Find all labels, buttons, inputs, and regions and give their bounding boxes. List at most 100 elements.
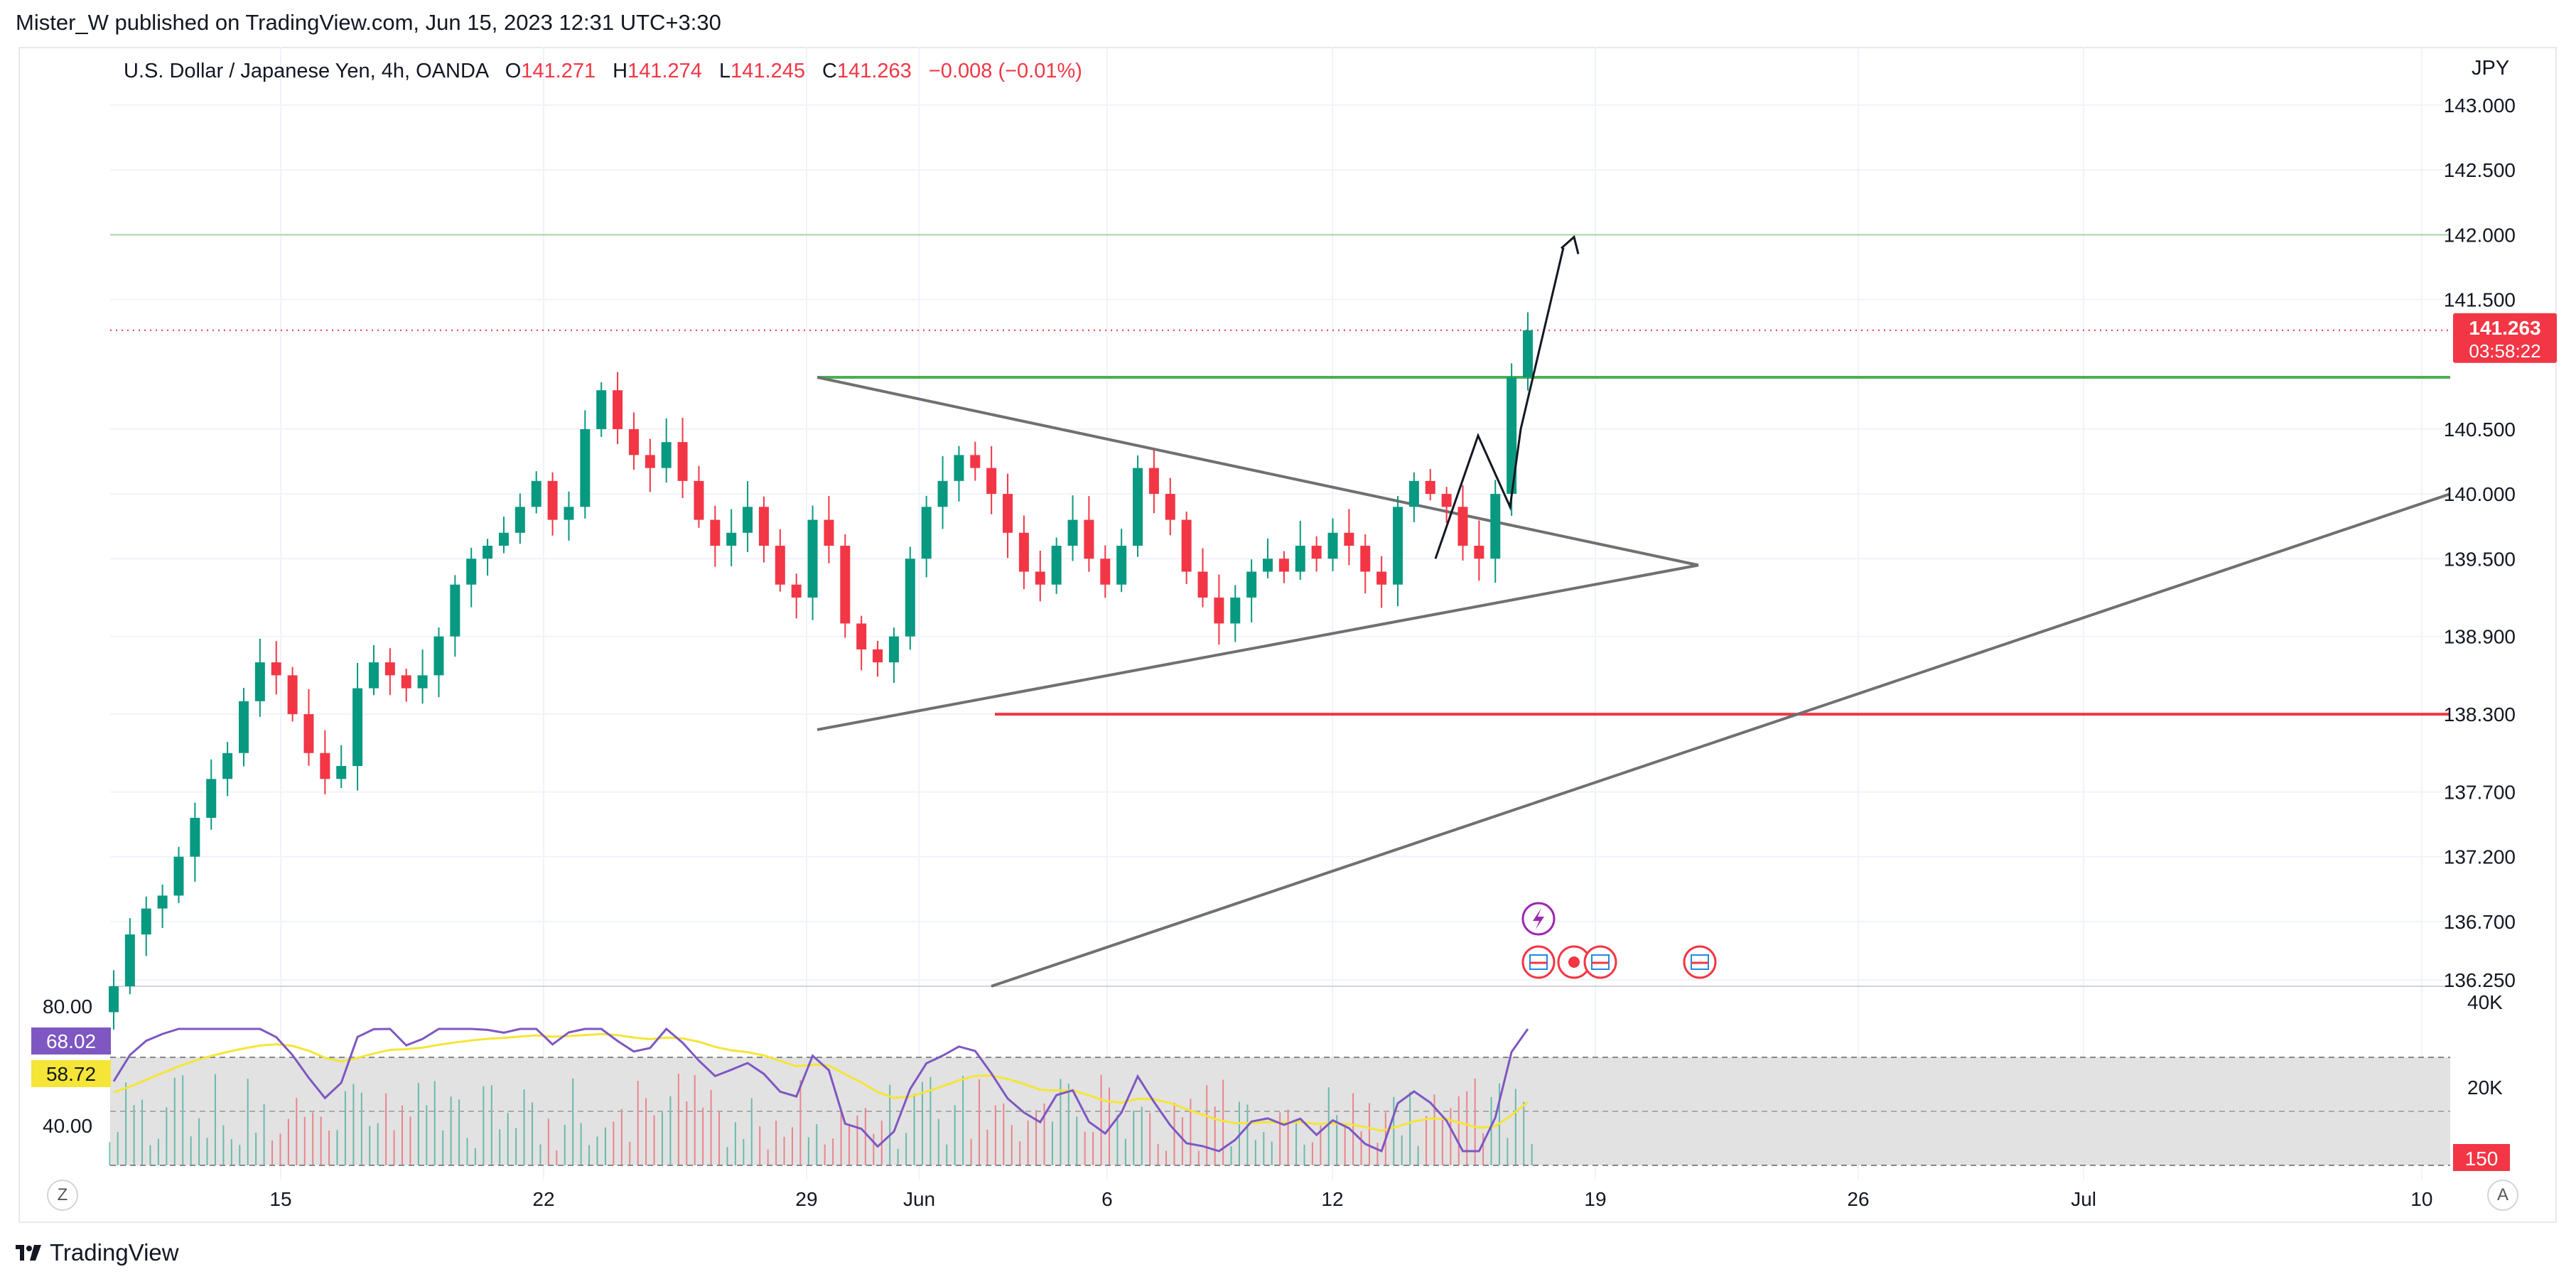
- price-tick-label: 136.700: [2444, 911, 2516, 933]
- projection-arrowhead: [1561, 234, 1580, 254]
- time-tick-label: 6: [1101, 1188, 1113, 1210]
- candle-body: [1393, 507, 1403, 585]
- candle-body: [238, 701, 249, 753]
- candle-body: [840, 546, 851, 624]
- candle-body: [645, 455, 655, 468]
- candle-body: [1018, 532, 1029, 572]
- candle-body: [173, 856, 184, 896]
- candle-body: [1003, 494, 1013, 533]
- candle-body: [1490, 494, 1501, 559]
- candle-body: [401, 675, 411, 689]
- volume-last-badge: [2453, 1144, 2510, 1171]
- rsi-ma-value: 58.72: [46, 1063, 96, 1085]
- currency-label: JPY: [2472, 57, 2510, 80]
- rsi-value-badge: [31, 1027, 111, 1054]
- candle-body: [694, 480, 704, 520]
- candle-body: [1295, 546, 1305, 572]
- candle-body: [1278, 559, 1289, 572]
- candle-body: [1133, 468, 1143, 546]
- candle-body: [743, 507, 753, 533]
- volume-last-value: 150: [2465, 1148, 2499, 1170]
- candle-body: [1035, 571, 1045, 585]
- price-tick-label: 137.700: [2444, 781, 2516, 803]
- tradingview-logo[interactable]: TradingView: [16, 1239, 179, 1266]
- price-tick-label: 137.200: [2444, 846, 2516, 868]
- price-axis: 143.000 142.500 142.000 141.500 140.500 140.0…: [2444, 95, 2557, 991]
- candle-body: [1360, 546, 1371, 572]
- price-tick-label: 138.300: [2444, 703, 2516, 725]
- price-tick-label: 142.000: [2444, 224, 2516, 246]
- close-label: C: [822, 60, 837, 82]
- publisher-header: Mister_W published on TradingView.com, J…: [16, 10, 721, 35]
- candle-body: [254, 662, 265, 701]
- candle-body: [1067, 519, 1078, 546]
- candle-body: [206, 779, 217, 818]
- candle-body: [677, 442, 688, 481]
- low-value: 141.245: [731, 60, 805, 82]
- lightning-icon: [1533, 908, 1544, 929]
- candle-body: [1425, 480, 1435, 495]
- candle-body: [1344, 532, 1354, 546]
- candle-body: [303, 714, 314, 753]
- candle-body: [1214, 597, 1224, 624]
- bar-countdown: 03:58:22: [2469, 340, 2540, 362]
- price-tick-label: 140.000: [2444, 483, 2516, 505]
- candle-body: [352, 688, 363, 767]
- candle-body: [1408, 480, 1419, 507]
- horizontal-levels: [110, 234, 2450, 716]
- candle-body: [514, 507, 525, 533]
- price-tick-label: 142.500: [2444, 159, 2516, 181]
- rsi-lines: [110, 986, 2450, 1166]
- candle-body: [758, 507, 769, 546]
- z-button[interactable]: Z: [47, 1180, 78, 1211]
- time-tick-label: 15: [269, 1188, 291, 1210]
- candle-body: [856, 623, 867, 649]
- candle-body: [596, 390, 607, 429]
- candle-body: [1474, 546, 1484, 559]
- low-label: L: [719, 60, 731, 82]
- candle-body: [937, 480, 948, 507]
- symbol-name: U.S. Dollar / Japanese Yen, 4h, OANDA: [124, 60, 488, 82]
- price-tick-label: 139.500: [2444, 548, 2516, 570]
- candle-body: [1116, 546, 1127, 585]
- price-tick-label: 141.500: [2444, 289, 2516, 311]
- candle-body: [433, 636, 444, 676]
- brand-name: TradingView: [50, 1239, 179, 1266]
- time-tick-label: 12: [1321, 1188, 1343, 1210]
- candle-body: [1311, 546, 1322, 559]
- candle-body: [791, 584, 802, 598]
- candle-body: [970, 455, 981, 468]
- candle-body: [109, 986, 119, 1013]
- candle-body: [368, 662, 379, 689]
- candle-body: [1457, 507, 1468, 546]
- candle-body: [1100, 559, 1111, 585]
- candle-body: [1230, 597, 1241, 624]
- rsi-ma-badge: [31, 1060, 111, 1087]
- candle-body: [580, 428, 591, 507]
- long-trendline: [991, 492, 2451, 988]
- candle-body: [1327, 532, 1338, 559]
- candle-body: [287, 675, 298, 715]
- event-icons: [1521, 902, 1717, 979]
- volume-mid-label: 20K: [2467, 1077, 2503, 1099]
- candle-body: [726, 532, 737, 546]
- candle-body: [824, 519, 834, 546]
- candle-body: [190, 817, 200, 857]
- high-label: H: [613, 60, 628, 82]
- last-price-badge: [2453, 313, 2557, 363]
- candle-body: [466, 559, 477, 585]
- candle-body: [628, 428, 639, 455]
- candle-body: [1197, 571, 1208, 598]
- candle-body: [710, 519, 721, 546]
- a-button[interactable]: A: [2487, 1180, 2518, 1211]
- grid-lines: [110, 47, 2450, 1180]
- candle-body: [1441, 494, 1452, 507]
- candle-body: [547, 480, 558, 520]
- triangle-lower-line: [817, 563, 1699, 731]
- last-price-value: 141.263: [2469, 317, 2540, 339]
- high-value: 141.274: [627, 60, 702, 82]
- triangle-upper-line: [817, 376, 1699, 567]
- candle-body: [157, 895, 168, 909]
- tradingview-logo-icon: [16, 1245, 41, 1261]
